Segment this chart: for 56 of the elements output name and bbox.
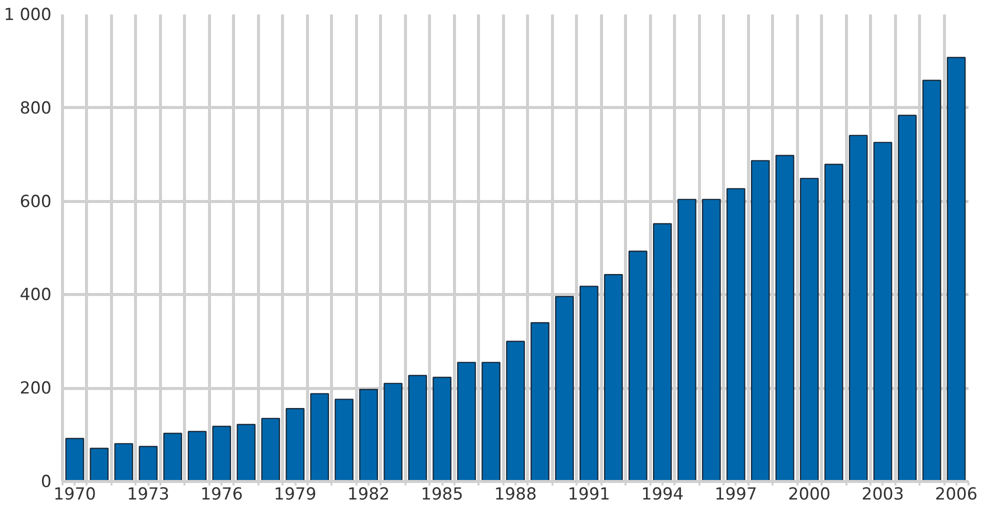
bar [334, 398, 354, 482]
bar [677, 198, 696, 482]
bar [236, 424, 256, 482]
bar [114, 443, 134, 482]
x-tick-label: 2006 [935, 484, 978, 504]
bar [138, 446, 158, 482]
x-tick-label: 2000 [788, 484, 831, 504]
bar [775, 154, 794, 482]
bar [922, 80, 942, 482]
bar [310, 393, 330, 482]
x-tick-label: 2003 [862, 484, 904, 504]
bar [898, 114, 917, 482]
bar [946, 56, 966, 482]
bar [873, 142, 892, 482]
bar [628, 250, 648, 482]
bar [750, 160, 770, 482]
bar [580, 286, 598, 482]
y-tick-label: 400 [20, 285, 52, 304]
bar [726, 188, 746, 482]
bar [800, 178, 819, 482]
x-tick-label: 1970 [54, 484, 96, 504]
bar [212, 426, 232, 482]
bar [653, 223, 672, 482]
bar [65, 438, 84, 482]
bar [824, 164, 844, 482]
bar [188, 430, 207, 482]
x-tick-label: 1994 [641, 484, 684, 504]
bar [702, 198, 721, 482]
x-tick-label: 1991 [568, 484, 610, 504]
bar [457, 362, 476, 482]
bar [482, 362, 500, 482]
y-tick-label: 0 [40, 472, 52, 491]
bar [90, 448, 109, 482]
x-tick-label: 1985 [420, 484, 464, 504]
bar [286, 408, 305, 482]
bar [555, 296, 574, 482]
x-tick-label: 1997 [714, 484, 758, 504]
y-tick-label: 800 [20, 98, 52, 118]
bar [384, 382, 402, 482]
bar [163, 432, 182, 482]
x-tick-label: 1979 [274, 484, 316, 504]
bar [604, 274, 623, 482]
y-tick-label: 200 [20, 378, 52, 398]
x-tick-label: 1976 [200, 484, 243, 504]
x-tick-label: 1982 [347, 484, 390, 504]
bar [848, 134, 868, 482]
x-tick-label: 1973 [127, 484, 170, 504]
x-tick-label: 1988 [494, 484, 537, 504]
bar [261, 418, 280, 482]
bar [359, 388, 378, 482]
bar [530, 322, 550, 482]
y-tick-label: 600 [20, 192, 52, 211]
bar [408, 374, 427, 482]
bar [432, 376, 452, 482]
bar [506, 340, 525, 482]
y-tick-label: 1 000 [4, 5, 52, 24]
